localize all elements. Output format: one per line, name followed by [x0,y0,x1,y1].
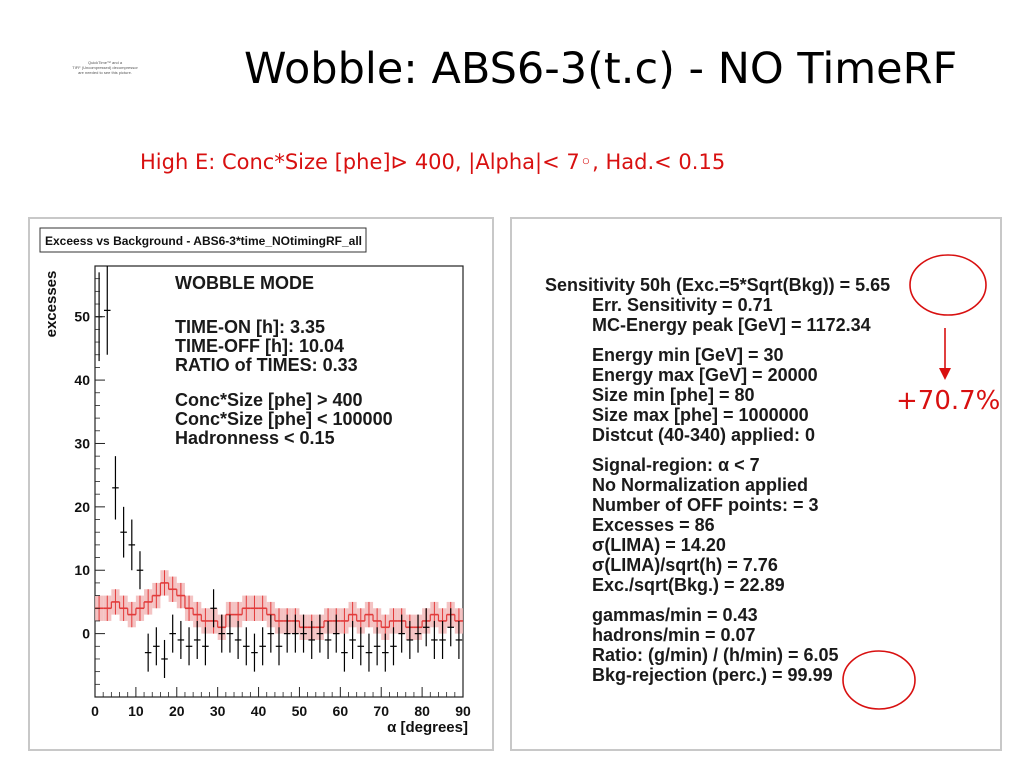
x-tick-label: 60 [333,703,349,719]
y-tick-label: 0 [82,626,90,642]
stat-line: Err. Sensitivity = 0.71 [592,295,773,315]
quicktime-note-line: QuickTime™ and a [87,60,123,65]
chart-title-box [39,227,367,253]
x-tick-label: 50 [292,703,308,719]
statistics-text: Sensitivity 50h (Exc.=5*Sqrt(Bkg)) = 5.6… [545,275,890,295]
stat-line: Number of OFF points: = 3 [592,495,819,515]
stat-line: MC-Energy peak [GeV] = 1172.34 [592,315,871,335]
statistics-panel: Sensitivity 50h (Exc.=5*Sqrt(Bkg)) = 5.6… [510,217,1002,751]
x-tick-label: 40 [251,703,267,719]
stat-line: Distcut (40-340) applied: 0 [592,425,816,445]
x-tick-label: 30 [210,703,226,719]
x-tick-label: 80 [414,703,430,719]
x-tick-label: 70 [373,703,389,719]
stat-line: σ(LIMA) = 14.20 [592,535,726,555]
y-tick-label: 30 [74,435,90,451]
info-line: TIME-OFF [h]: 10.04 [175,336,344,356]
y-tick-label: 20 [74,499,90,515]
stat-line: Exc./sqrt(Bkg.) = 22.89 [592,575,785,595]
stat-line: gammas/min = 0.43 [592,605,758,625]
info-line: Conc*Size [phe] < 100000 [175,409,393,429]
info-line: Conc*Size [phe] > 400 [175,390,363,410]
stat-line: Energy max [GeV] = 20000 [592,365,818,385]
stat-line: Size max [phe] = 1000000 [592,405,809,425]
y-tick-label: 10 [74,562,90,578]
chart-title: Exceess vs Background - ABS6-3*time_NOti… [45,234,362,248]
info-line: RATIO of TIMES: 0.33 [175,355,358,375]
stat-line: Size min [phe] = 80 [592,385,755,405]
stat-line: Energy min [GeV] = 30 [592,345,784,365]
x-tick-label: 20 [169,703,185,719]
histogram-panel: Exceess vs Background - ABS6-3*time_NOti… [28,217,494,751]
quicktime-note-line: TIFF (Uncompressed) decompressor [72,65,138,70]
y-axis-ticks: 0 10 20 30 40 50 [74,265,105,685]
statistics-details: Err. Sensitivity = 0.71 MC-Energy peak [… [592,295,871,685]
sensitivity-line: Sensitivity 50h (Exc.=5*Sqrt(Bkg)) = 5.6… [545,275,891,295]
quicktime-placeholder-note: QuickTime™ and a TIFF (Uncompressed) dec… [62,60,148,75]
x-axis-label: α [degrees] [387,719,468,736]
x-axis-ticks: 0 10 20 30 40 50 60 70 80 90 [91,687,471,719]
x-tick-label: 0 [91,703,99,719]
stat-line: σ(LIMA)/sqrt(h) = 7.76 [592,555,778,575]
stat-line: Ratio: (g/min) / (h/min) = 6.05 [592,645,839,665]
x-tick-label: 90 [455,703,471,719]
histogram-chart: Exceess vs Background - ABS6-3*time_NOti… [39,227,471,736]
stat-line: hadrons/min = 0.07 [592,625,756,645]
x-tick-label: 10 [128,703,144,719]
quicktime-note-line: are needed to see this picture. [78,70,132,75]
slide-title: Wobble: ABS6-3(t.c) - NO TimeRF [244,44,958,94]
slide-subtitle: High E: Conc*Size [phe]⊳ 400, |Alpha|< 7… [140,150,726,174]
stat-line: Bkg-rejection (perc.) = 99.99 [592,665,833,685]
info-line: Hadronness < 0.15 [175,428,335,448]
improvement-label: +70.7% [896,386,1001,416]
y-tick-label: 50 [74,309,90,325]
info-mode: WOBBLE MODE [175,273,314,293]
excess-series [95,266,463,678]
stat-line: Excesses = 86 [592,515,715,535]
y-tick-label: 40 [74,372,90,388]
info-line: TIME-ON [h]: 3.35 [175,317,325,337]
stat-line: Signal-region: α < 7 [592,455,760,475]
y-axis-label: excesses [43,271,60,338]
stat-line: No Normalization applied [592,475,809,495]
